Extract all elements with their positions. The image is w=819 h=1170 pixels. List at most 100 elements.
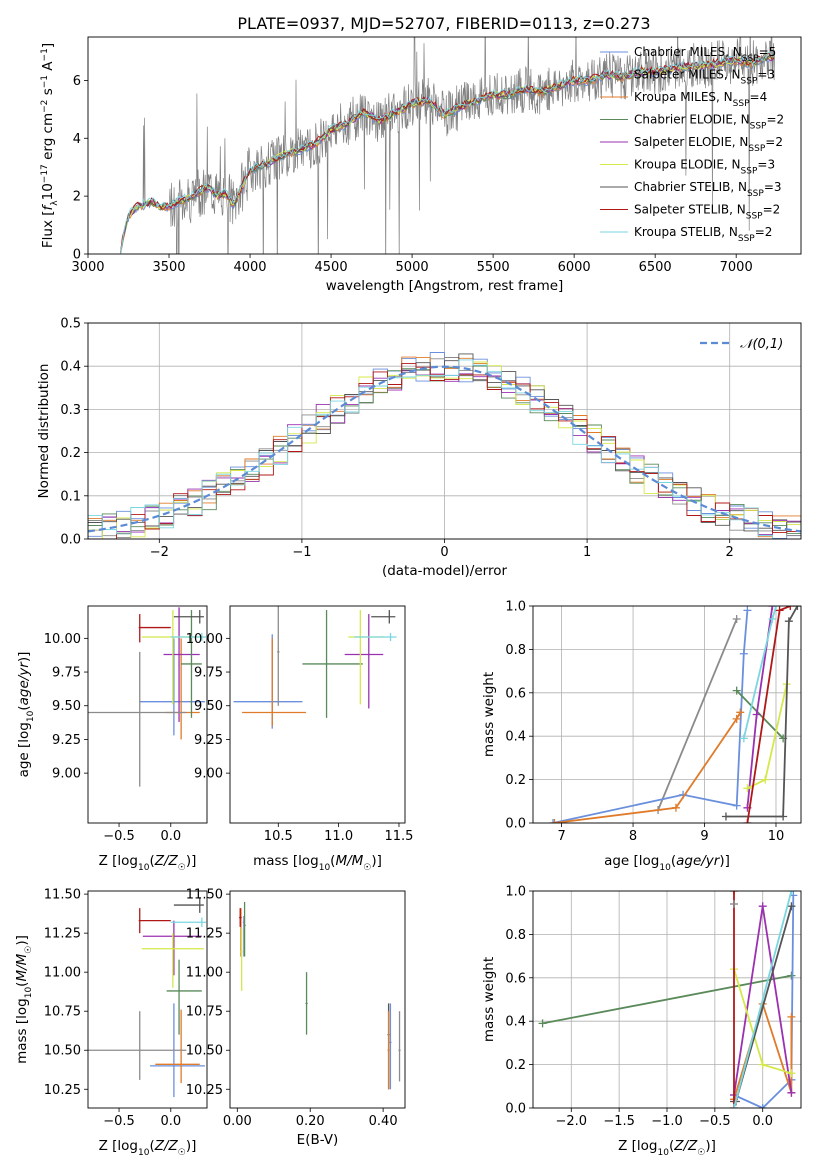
y-tick-label: 0.6	[505, 971, 526, 986]
series-marker	[758, 1104, 767, 1108]
y-tick-label: 2	[73, 190, 81, 205]
legend-entry: 𝒩(0,1)	[740, 337, 783, 352]
data-point-1	[242, 638, 307, 726]
series-marker	[787, 971, 796, 980]
label-part: 10	[659, 863, 671, 873]
series-line-1	[552, 610, 749, 823]
label-part: Salpeter STELIB, N	[634, 203, 746, 217]
label-part: 10	[26, 710, 36, 722]
label-part: Z [log	[99, 1138, 138, 1154]
y-axis-label: mass [log10(M/M☉)]	[14, 935, 34, 1064]
x-axis-label: wavelength [Angstrom, rest frame]	[326, 278, 564, 294]
label-part: M/M	[335, 853, 363, 869]
series-line-1	[733, 895, 795, 1108]
data-point-9	[398, 1011, 401, 1082]
label-part: 10	[24, 987, 34, 999]
series-marker	[768, 606, 777, 610]
x-tick-label: 0.0	[160, 1114, 181, 1129]
label-part: −2	[40, 100, 50, 113]
x-tick-label: −1.0	[651, 1114, 683, 1129]
series-marker	[784, 617, 793, 626]
label-part: =5	[759, 45, 777, 59]
label-part: )]	[14, 935, 30, 946]
label-part: 10	[138, 1148, 150, 1158]
data-point-2	[302, 610, 363, 718]
series-marker	[787, 902, 796, 911]
data-point-4	[181, 610, 202, 718]
label-part: SSP	[742, 54, 759, 64]
series-marker	[732, 615, 741, 624]
y-tick-label: 0.1	[60, 489, 81, 504]
x-tick-label: 7000	[720, 260, 753, 275]
panels: 3000 3500 4000 4500 5000 5500 6000 6500 7000 0 2 4 6…	[14, 36, 802, 1158]
y-tick-label: 0	[73, 248, 81, 263]
y-tick-label: 0.8	[505, 643, 526, 658]
y-tick-label: 11.25	[44, 927, 81, 942]
label-part: Flux [	[40, 210, 56, 248]
label-part: SSP	[746, 212, 763, 222]
y-tick-label: 0.8	[505, 928, 526, 943]
label-part: SSP	[748, 144, 765, 154]
series-marker	[739, 649, 748, 658]
y-tick-label: 0.2	[60, 446, 81, 461]
series-marker	[549, 819, 558, 823]
series-line-0	[542, 974, 792, 1025]
y-tick-label: 9.25	[194, 733, 223, 748]
label-part: mass [log	[14, 998, 30, 1064]
x-axis-label: (data-model)/error	[382, 563, 508, 579]
series-marker	[787, 891, 796, 895]
data-point-2	[243, 901, 246, 957]
y-tick-label: 1.0	[505, 885, 526, 900]
label-part: 10	[138, 863, 150, 873]
data-point-7	[389, 1003, 392, 1090]
x-tick-label: −0.5	[103, 1114, 135, 1129]
label-part: =3	[757, 158, 775, 172]
y-tick-label: 10.25	[44, 1083, 81, 1098]
x-tick-label: 0.40	[369, 1114, 398, 1129]
y-tick-label: 0.4	[505, 1015, 526, 1030]
y-axis-label: Normed distribution	[36, 364, 52, 499]
data-point-8	[387, 1011, 390, 1090]
series-marker	[730, 900, 738, 909]
mass_vs_z-panel: −0.5 0.0 10.25 10.50 10.75 11.00 11.25 11.50 Z […	[14, 888, 208, 1158]
x-tick-label: −0.5	[103, 829, 135, 844]
series-line-0	[657, 618, 738, 811]
y-tick-label: 10.25	[186, 1083, 223, 1098]
series-marker	[752, 710, 761, 719]
data-point-5	[305, 972, 308, 1035]
label-part: )]	[371, 853, 382, 869]
series-line-2	[554, 711, 742, 823]
x-axis-label: age [log10(age/yr)]	[604, 853, 730, 873]
label-part: (	[16, 705, 32, 710]
series-line-6	[726, 606, 799, 818]
series-marker	[786, 606, 795, 610]
series-marker	[775, 606, 784, 615]
label-part: −1	[40, 48, 50, 61]
label-part: SSP	[747, 189, 764, 199]
legend-entry: Kroupa STELIB, NSSP=2	[634, 225, 772, 244]
age_vs_mass-panel: 10.5 11.0 11.5 9.00 9.25 9.50 9.75 10.00 mass [l…	[186, 605, 413, 873]
mass_vs_ebv-panel: 0.00 0.20 0.40 10.25 10.50 10.75 11.00 11.25 11.…	[186, 888, 406, 1148]
label-part: SSP	[733, 99, 750, 109]
label-part: =4	[750, 90, 768, 104]
series-marker	[732, 801, 741, 810]
x-tick-label: 4500	[315, 260, 348, 275]
axes-frame	[87, 605, 208, 824]
label-part: age [log	[604, 853, 659, 869]
data-point-6	[354, 632, 397, 642]
series-marker	[787, 1069, 796, 1078]
x-axis-label: Z [log10(Z/Z☉)]	[99, 1138, 197, 1158]
x-axis-label: mass [log10(M/M☉)]	[253, 853, 382, 873]
data-point-5	[141, 933, 204, 988]
model-spectrum-8	[119, 51, 775, 254]
y-tick-label: 9.75	[52, 666, 81, 681]
x-tick-label: 4000	[233, 260, 266, 275]
x-tick-label: 8	[629, 829, 637, 844]
data-point-3	[344, 614, 384, 709]
data-point-8	[88, 651, 187, 787]
y-tick-label: 9.00	[194, 767, 223, 782]
axes-frame	[532, 605, 802, 824]
data-point-7	[277, 606, 280, 706]
